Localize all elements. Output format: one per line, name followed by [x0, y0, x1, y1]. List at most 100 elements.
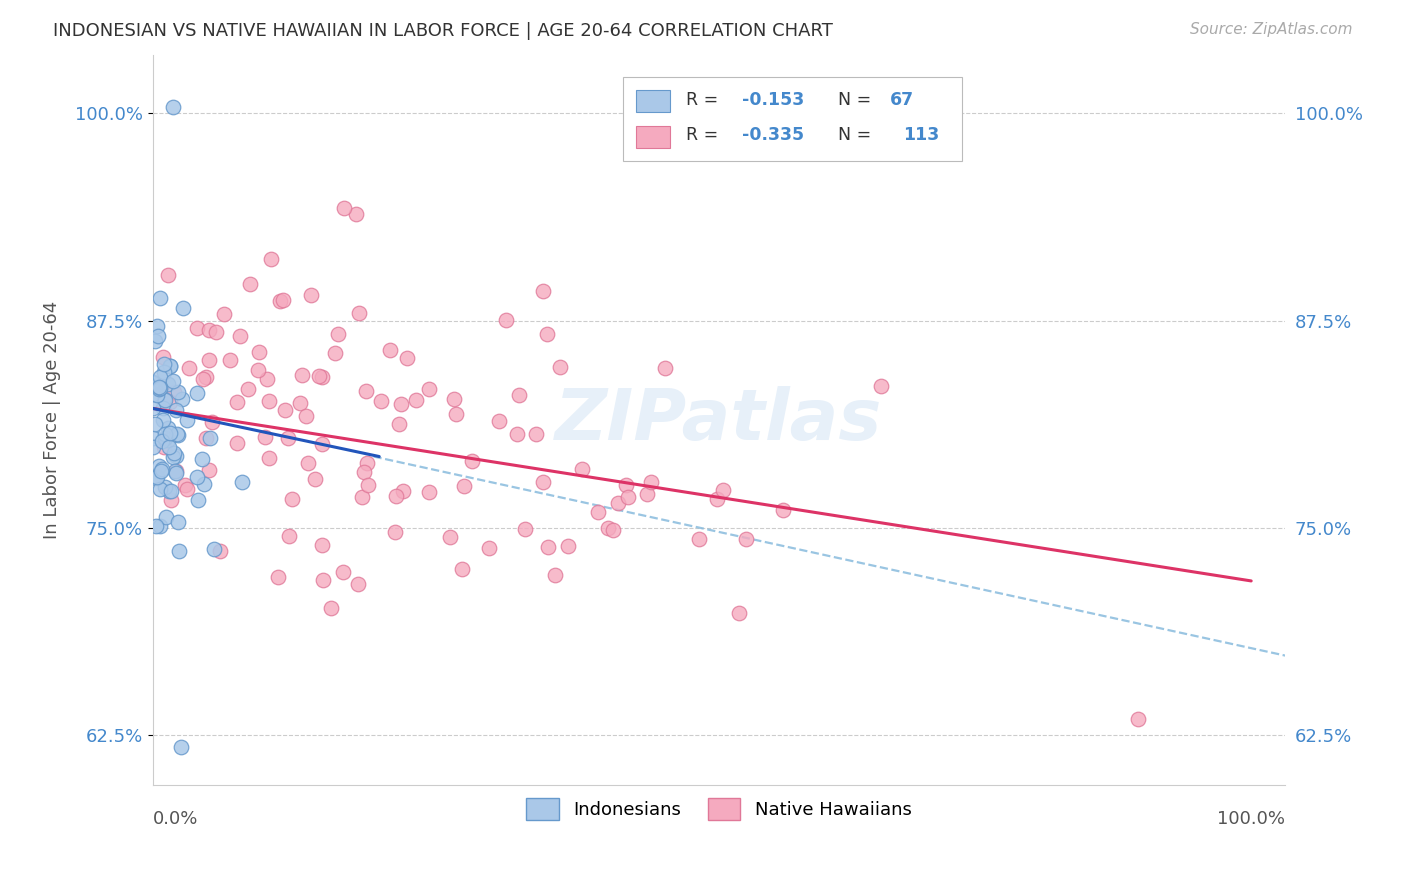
Point: [271, 293, 294, 307]
Point: [152, 440, 174, 454]
Point: [165, 403, 187, 417]
Point: [145, 387, 167, 401]
Text: 67: 67: [890, 91, 914, 110]
Point: [142, 375, 165, 389]
Point: [159, 395, 181, 409]
Point: [461, 454, 484, 468]
Point: [439, 530, 461, 544]
Point: [312, 573, 335, 587]
Point: [165, 464, 187, 478]
Text: R =: R =: [686, 91, 718, 110]
Point: [333, 201, 356, 215]
Point: [146, 318, 169, 333]
Point: [165, 449, 187, 463]
Point: [357, 478, 380, 492]
Point: [356, 456, 378, 470]
Point: [166, 384, 188, 399]
Point: [294, 409, 316, 424]
Point: [288, 396, 311, 410]
Point: [186, 386, 208, 401]
Point: [155, 509, 177, 524]
Point: [392, 484, 415, 499]
Point: [149, 292, 172, 306]
Point: [395, 351, 418, 365]
Point: [636, 486, 658, 500]
Point: [160, 483, 183, 498]
Point: [194, 431, 217, 445]
Point: [304, 472, 326, 486]
Point: [193, 372, 215, 386]
Point: [157, 377, 180, 392]
Point: [149, 370, 172, 384]
Point: [152, 434, 174, 449]
Point: [212, 307, 235, 321]
Point: [204, 326, 226, 340]
Point: [728, 606, 751, 620]
Point: [195, 370, 218, 384]
Point: [326, 327, 349, 342]
Point: [495, 313, 517, 327]
Point: [571, 462, 593, 476]
Point: [311, 538, 333, 552]
Point: [311, 370, 333, 384]
Point: [229, 329, 252, 343]
Point: [142, 440, 165, 454]
Point: [384, 525, 406, 540]
Point: [226, 395, 249, 409]
Text: 0.0%: 0.0%: [153, 810, 198, 828]
Point: [388, 417, 411, 432]
Point: [162, 450, 184, 465]
Point: [323, 346, 346, 360]
Point: [294, 811, 316, 825]
Text: INDONESIAN VS NATIVE HAWAIIAN IN LABOR FORCE | AGE 20-64 CORRELATION CHART: INDONESIAN VS NATIVE HAWAIIAN IN LABOR F…: [53, 22, 834, 40]
Text: -0.153: -0.153: [741, 91, 804, 110]
Point: [443, 392, 465, 406]
Point: [142, 401, 165, 416]
Point: [598, 521, 620, 535]
Point: [150, 461, 173, 475]
Point: [225, 435, 247, 450]
Point: [478, 541, 501, 555]
Bar: [637, 126, 671, 148]
Point: [451, 562, 474, 576]
Point: [734, 533, 756, 547]
Point: [508, 388, 530, 402]
Point: [356, 384, 378, 399]
Point: [654, 360, 676, 375]
Point: [346, 577, 368, 591]
Point: [165, 466, 187, 480]
Point: [536, 326, 558, 341]
Point: [239, 277, 262, 291]
Point: [281, 491, 304, 506]
Point: [308, 369, 330, 384]
Text: N =: N =: [838, 91, 872, 110]
Point: [311, 437, 333, 451]
Point: [688, 532, 710, 546]
Point: [253, 430, 276, 444]
Point: [165, 464, 187, 478]
Point: [155, 427, 177, 442]
Point: [231, 475, 253, 489]
Point: [176, 482, 198, 496]
Point: [146, 329, 169, 343]
Point: [149, 518, 172, 533]
Point: [152, 413, 174, 427]
Point: [617, 490, 640, 504]
Point: [172, 301, 194, 315]
Point: [148, 459, 170, 474]
Legend: Indonesians, Native Hawaiians: Indonesians, Native Hawaiians: [519, 790, 920, 827]
Point: [256, 372, 278, 386]
Point: [162, 374, 184, 388]
Point: [236, 382, 259, 396]
Point: [145, 518, 167, 533]
Point: [1126, 712, 1149, 726]
Point: [156, 434, 179, 448]
Point: [350, 490, 373, 504]
Point: [506, 426, 529, 441]
Point: [198, 431, 221, 445]
Point: [602, 523, 624, 537]
Point: [378, 343, 401, 357]
Point: [166, 515, 188, 529]
Point: [321, 601, 343, 615]
Point: [157, 484, 180, 499]
